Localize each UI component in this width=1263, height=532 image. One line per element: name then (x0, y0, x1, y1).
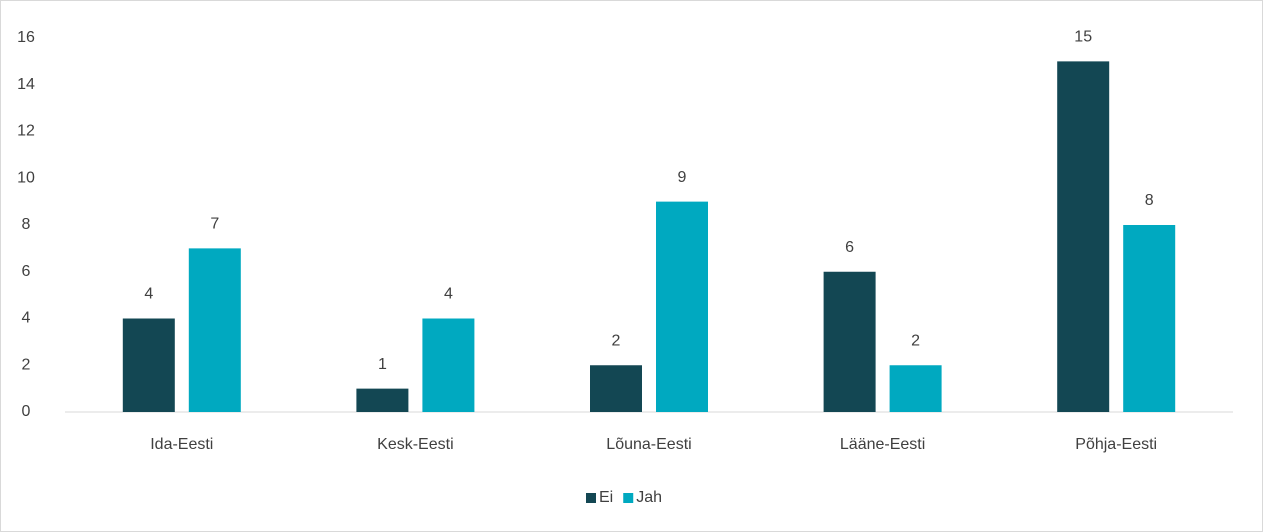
data-label: 6 (845, 239, 854, 256)
y-tick-label: 10 (17, 169, 35, 186)
legend-swatch (623, 493, 634, 503)
x-tick-label: Lääne-Eesti (840, 436, 925, 453)
legend-label: Jah (636, 489, 662, 506)
y-tick-label: 6 (22, 263, 31, 280)
y-tick-label: 0 (22, 403, 31, 420)
data-label: 8 (1145, 192, 1154, 209)
bar (188, 248, 241, 412)
bar (590, 365, 642, 412)
x-tick-label: Põhja-Eesti (1075, 436, 1157, 453)
data-label: 1 (378, 356, 387, 373)
bar (1057, 61, 1110, 412)
legend-label: Ei (599, 489, 613, 506)
bar (122, 318, 175, 412)
bar (656, 201, 708, 412)
bar (422, 318, 475, 412)
x-tick-label: Lõuna-Eesti (606, 436, 691, 453)
data-label: 15 (1074, 29, 1092, 46)
x-tick-label: Kesk-Eesti (377, 436, 453, 453)
bar (1123, 225, 1176, 412)
bar (823, 271, 876, 412)
data-label: 4 (144, 286, 153, 303)
y-tick-label: 14 (17, 76, 35, 93)
data-label: 7 (210, 216, 219, 233)
data-label: 9 (678, 169, 687, 186)
data-label: 2 (911, 332, 920, 349)
y-tick-label: 8 (22, 216, 31, 233)
y-tick-label: 4 (22, 310, 31, 327)
x-tick-label: Ida-Eesti (150, 436, 213, 453)
y-tick-label: 2 (22, 356, 31, 373)
data-label: 2 (612, 332, 621, 349)
y-tick-label: 12 (17, 123, 35, 140)
bar (356, 388, 409, 412)
legend-swatch (586, 493, 596, 503)
bar (889, 365, 942, 412)
y-tick-label: 16 (17, 29, 35, 46)
data-label: 4 (444, 286, 453, 303)
